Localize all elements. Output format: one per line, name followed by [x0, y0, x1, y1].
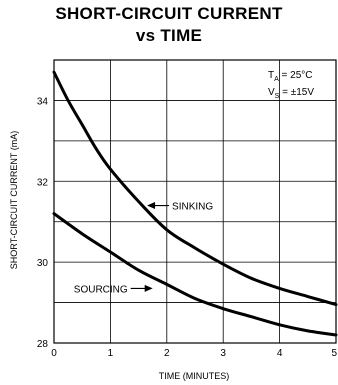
x-tick-label-5: 5 — [331, 348, 337, 359]
grid-layer — [54, 60, 336, 343]
series-line-sourcing — [52, 212, 338, 337]
chart-title-line-1: SHORT-CIRCUIT CURRENT — [55, 4, 283, 23]
condition-ta-value: = 25°C — [279, 70, 313, 81]
plot-frame — [53, 59, 337, 344]
y-tick-label-0: 28 — [37, 339, 49, 350]
condition-ta-symbol: T — [268, 70, 274, 81]
x-tick-label-0: 0 — [51, 348, 57, 359]
annotation-arrow-head-sinking — [147, 202, 156, 210]
series-line-sinking — [52, 70, 338, 307]
y-tick-label-1: 30 — [37, 258, 49, 269]
y-tick-label-2: 32 — [37, 177, 49, 188]
y-tick-label-3: 34 — [37, 96, 49, 107]
frame-layer — [53, 59, 337, 344]
curve-layer — [52, 70, 338, 337]
x-tick-label-4: 4 — [277, 348, 283, 359]
annotation-label-sinking: SINKING — [172, 202, 213, 213]
condition-ta: TA = 25°C — [268, 70, 313, 83]
x-tick-label-1: 1 — [108, 348, 114, 359]
annotation-layer: SINKING SOURCING — [74, 202, 214, 296]
condition-vs-subscript: S — [275, 93, 280, 100]
x-tick-label-3: 3 — [220, 348, 226, 359]
chart-title-line-2: vs TIME — [135, 26, 203, 45]
annotation-arrow-head-sourcing — [144, 284, 153, 292]
condition-vs-symbol: V — [268, 87, 275, 98]
x-axis-label: TIME (MINUTES) — [159, 371, 230, 381]
condition-vs-value: = ±15V — [279, 87, 314, 98]
y-axis-label: SHORT-CIRCUIT CURRENT (mA) — [9, 131, 19, 270]
condition-vs: VS = ±15V — [268, 87, 314, 100]
condition-ta-subscript: A — [274, 76, 279, 83]
annotation-label-sourcing: SOURCING — [74, 284, 128, 295]
x-tick-label-2: 2 — [164, 348, 170, 359]
